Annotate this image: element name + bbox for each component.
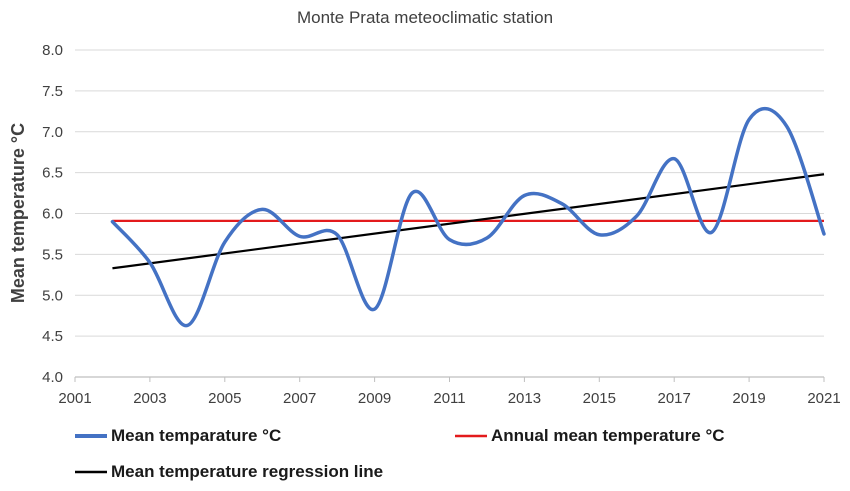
y-tick-label-4: 6.0 xyxy=(42,206,63,223)
x-tick-label-9: 2019 xyxy=(732,390,765,407)
chart-title: Monte Prata meteoclimatic station xyxy=(297,8,553,27)
y-tick-labels: 4.0 4.5 5.0 5.5 6.0 6.5 7.0 7.5 8.0 xyxy=(42,42,63,386)
y-axis-label: Mean temperature °C xyxy=(8,123,28,303)
legend: Mean temparature °C Annual mean temperatu… xyxy=(75,426,725,481)
gridlines xyxy=(75,49,824,378)
y-tick-label-0: 4.0 xyxy=(42,369,63,386)
legend-label-1: Annual mean temperature °C xyxy=(491,426,725,445)
x-tick-label-1: 2003 xyxy=(133,390,166,407)
x-tick-label-0: 2001 xyxy=(58,390,91,407)
x-tick-label-6: 2013 xyxy=(508,390,541,407)
y-tick-label-6: 7.0 xyxy=(42,124,63,141)
y-tick-label-5: 6.5 xyxy=(42,165,63,182)
legend-label-0: Mean temparature °C xyxy=(111,426,281,445)
x-tick-label-3: 2007 xyxy=(283,390,316,407)
x-tick-label-5: 2011 xyxy=(433,390,465,407)
x-tick-labels: 2001 2003 2005 2007 2009 2011 2013 2015 2017 2019… xyxy=(58,390,840,407)
y-tick-label-8: 8.0 xyxy=(42,42,63,59)
x-tick-label-4: 2009 xyxy=(358,390,391,407)
y-tick-label-2: 5.0 xyxy=(42,287,63,304)
x-tick-label-2: 2005 xyxy=(208,390,241,407)
series-line-0 xyxy=(110,106,826,328)
y-tick-label-3: 5.5 xyxy=(42,246,63,263)
x-tick-label-7: 2015 xyxy=(583,390,616,407)
x-tick-label-10: 2021 xyxy=(807,390,840,407)
legend-label-2: Mean temperature regression line xyxy=(111,462,383,481)
axes xyxy=(74,376,825,382)
series-line-2 xyxy=(112,173,825,270)
y-tick-label-1: 4.5 xyxy=(42,328,63,345)
series-lines xyxy=(110,106,826,328)
y-tick-label-7: 7.5 xyxy=(42,83,63,100)
x-tick-label-8: 2017 xyxy=(658,390,691,407)
